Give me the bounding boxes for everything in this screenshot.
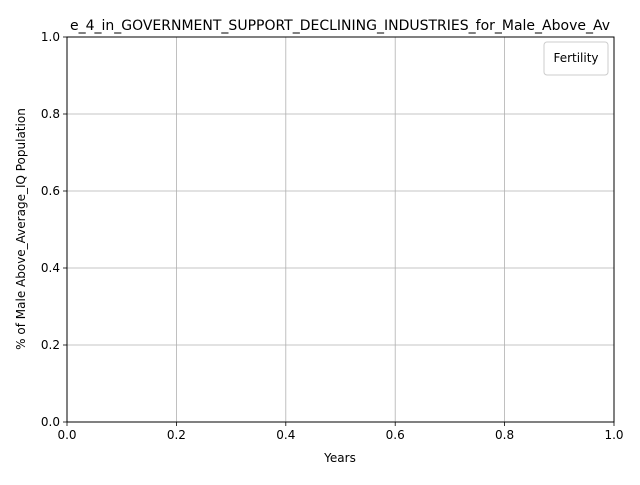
- x-tick-label: 0.6: [386, 428, 405, 442]
- y-axis-label: % of Male Above_Average_IQ Population: [14, 108, 28, 350]
- y-axis-ticks: 0.0 0.2 0.4 0.6 0.8 1.0: [41, 30, 67, 429]
- x-tick-label: 0.2: [167, 428, 186, 442]
- grid-layer: [66, 36, 615, 423]
- legend-title: Fertility: [553, 51, 598, 65]
- x-tick-label: 0.4: [276, 428, 295, 442]
- x-tick-label: 1.0: [604, 428, 623, 442]
- y-tick-label: 0.2: [41, 338, 60, 352]
- y-tick-label: 0.6: [41, 184, 60, 198]
- y-tick-label: 0.8: [41, 107, 60, 121]
- x-axis-ticks: 0.0 0.2 0.4 0.6 0.8 1.0: [57, 422, 624, 442]
- x-axis-label: Years: [323, 451, 356, 465]
- y-tick-label: 1.0: [41, 30, 60, 44]
- legend: Fertility: [543, 41, 609, 76]
- x-tick-label: 0.8: [495, 428, 514, 442]
- chart-title: e_4_in_GOVERNMENT_SUPPORT_DECLINING_INDU…: [70, 18, 610, 34]
- legend-box: [543, 41, 609, 76]
- x-tick-label: 0.0: [57, 428, 76, 442]
- y-tick-label: 0.0: [41, 415, 60, 429]
- plot-area: [67, 37, 614, 422]
- y-tick-label: 0.4: [41, 261, 60, 275]
- plot-frame: [66, 36, 615, 423]
